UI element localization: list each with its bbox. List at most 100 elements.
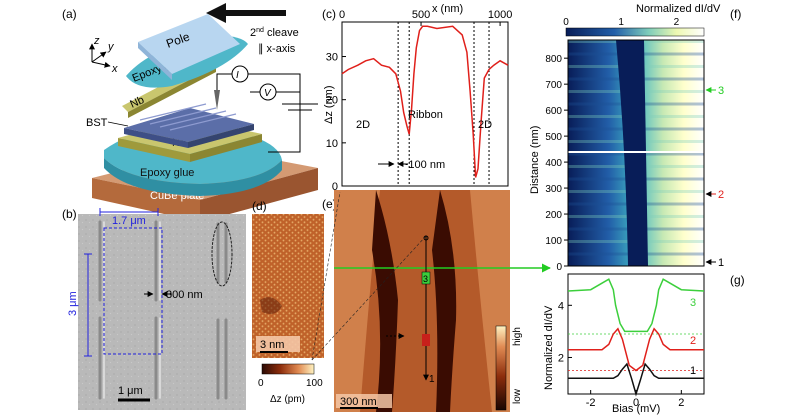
curve-2-label: 2: [690, 335, 696, 347]
profile-y-ticks: 0 10 20 30: [326, 52, 346, 193]
panel-d: (d) 3 nm 0 100 Δz (pm): [252, 199, 324, 405]
width-annotation: [99, 208, 159, 216]
spectra-x-tick-label: -2: [586, 397, 596, 409]
panel-f-label: (f): [730, 7, 741, 21]
heatmap-y-tick-label: 0: [556, 262, 562, 273]
panel-e: (e) 3 1 300 nm high low: [311, 190, 551, 412]
profile-x-tick-label: 500: [412, 9, 430, 21]
profile-y-tick-label: 0: [332, 181, 338, 193]
width-label: 1.7 μm: [112, 215, 146, 227]
sem-scale-label: 1 μm: [118, 385, 143, 397]
atomic-scale-bg: [256, 336, 300, 352]
spectra-x-title: Bias (mV): [612, 403, 660, 415]
atomic-cbar-min: 0: [258, 378, 264, 389]
spectra-curves: [567, 278, 705, 397]
topo-trench-left: [372, 190, 398, 412]
heatmap-cbar-tick-label: 1: [618, 17, 624, 28]
heatmap-y-tick-label: 100: [545, 236, 562, 247]
heatmap-marker-2: 2: [718, 189, 724, 201]
profile-y-tick-label: 30: [326, 52, 338, 64]
topo-colorbar: [495, 325, 507, 411]
panel-f: Normalized dI/dV 0 1 2 (f) 0 100 200 300 400 50…: [529, 3, 741, 273]
spectra-curve-1: [568, 362, 704, 397]
spectra-curve-2: [568, 327, 704, 372]
atomic-defect: [260, 297, 282, 314]
zoom-guide-2: [311, 235, 427, 361]
heatmap-y-tick-label: 200: [545, 210, 562, 221]
nb-top-label: Nb: [128, 94, 146, 111]
heatmap-y-tick-label: 800: [545, 54, 562, 65]
profile-y-tick-label: 10: [326, 138, 338, 150]
profile-x-tick-label: 1000: [488, 9, 512, 21]
width-note: ~100 nm: [402, 159, 445, 171]
height-annotation: [84, 253, 92, 357]
panel-b: (b) 1.7 μm: [62, 207, 246, 410]
profile-x-title: x (nm): [432, 3, 463, 15]
marker-2-box: [422, 334, 430, 346]
profile-x-tick-label: 0: [339, 9, 345, 21]
panel-g-label: (g): [730, 273, 745, 287]
epoxy-bottom-label: Epoxy glue: [140, 167, 194, 179]
heatmap-marker-1: 1: [718, 257, 724, 269]
panel-e-label: (e): [322, 197, 337, 211]
panel-g: (g) -2 0 2 24 Normalized dI/dV Bias (mV) 3…: [543, 273, 745, 415]
bst-crystal: [124, 103, 254, 148]
heatmap-y-title: Distance (nm): [529, 126, 541, 194]
axis-z-label: z: [93, 35, 100, 47]
heatmap-frame: [567, 39, 705, 267]
topo-cbar-low: low: [512, 388, 523, 404]
heatmap-cbar-ticks: 0 1 2: [563, 17, 679, 28]
marker-3-box: [421, 271, 431, 285]
pole: [138, 14, 240, 80]
atomic-image: [252, 214, 324, 358]
spectra-y-ticks: 24: [558, 300, 572, 364]
curve-1-label: 1: [690, 365, 696, 377]
panel-c: (c) x (nm) Δz (nm) 0 500 1000 0 10 20 30 2D R…: [322, 3, 512, 193]
spectra-curve-3: [567, 278, 705, 333]
panel-a: (a) CuBe plate Epoxy glue Nb: [62, 3, 318, 222]
panel-d-label: (d): [252, 199, 267, 213]
atomic-scale-label: 3 nm: [260, 339, 284, 351]
panel-c-label: (c): [322, 7, 336, 21]
topo-scale-bg: [336, 394, 392, 408]
marker-3-label: 3: [423, 274, 428, 284]
cleave-label: 2nd cleave: [250, 27, 299, 39]
voltage-label: V: [264, 88, 272, 99]
bst-label: BST: [86, 117, 108, 129]
zoom-guide-1: [311, 191, 341, 361]
topo-cbar-high: high: [512, 327, 523, 346]
topo-terrace-left: [334, 190, 380, 412]
spectra-x-tick-label: 2: [678, 397, 684, 409]
profile-x-ticks: 0 500 1000: [339, 9, 512, 26]
height-label: 3 μm: [67, 291, 79, 316]
profile-y-title: Δz (nm): [323, 85, 335, 124]
heatmap-colorbar: [565, 27, 705, 37]
profile-frame: [341, 21, 509, 187]
profile-y-tick-label: 20: [326, 95, 338, 107]
ribbon-label: Ribbon: [408, 109, 443, 121]
profile-line: [341, 25, 509, 178]
spectra-y-title: Normalized dI/dV: [543, 305, 555, 390]
atomic-colorbar: [261, 363, 315, 375]
atomic-cbar-max: 100: [306, 378, 323, 389]
heatmap-y-tick-label: 400: [545, 158, 562, 169]
left-region-label: 2D: [356, 119, 370, 131]
gap-label: 300 nm: [166, 289, 203, 301]
heatmap-y-ticks: 0 100 200 300 400 500 600 700 800: [545, 54, 568, 273]
cleave-arrow: [206, 3, 286, 23]
heatmap-cbar-tick-label: 2: [674, 17, 680, 28]
heatmap-y-tick-label: 600: [545, 106, 562, 117]
curve-3-label: 3: [690, 297, 696, 309]
heatmap-y-tick-label: 300: [545, 184, 562, 195]
atomic-cbar-title: Δz (pm): [270, 394, 305, 405]
heatmap-y-tick-label: 700: [545, 80, 562, 91]
stm-tip-circuit: [214, 65, 318, 153]
topo-trench-right: [432, 190, 457, 412]
axis-x-label: x: [111, 63, 118, 75]
bst-pointer: [107, 121, 129, 127]
heatmap-cbar-tick-label: 0: [563, 17, 569, 28]
heatmap-cbar-title: Normalized dI/dV: [636, 3, 721, 15]
panel-b-label: (b): [62, 207, 77, 221]
current-label: I: [236, 70, 239, 81]
